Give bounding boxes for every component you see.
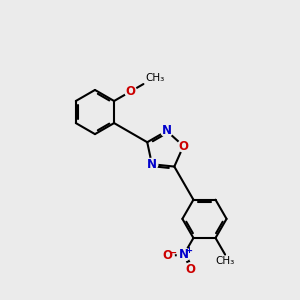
Text: N: N <box>179 248 189 261</box>
Text: O: O <box>163 250 173 262</box>
Text: +: + <box>185 246 192 255</box>
Text: O: O <box>126 85 136 98</box>
Text: CH₃: CH₃ <box>215 256 235 266</box>
Text: CH₃: CH₃ <box>145 73 164 82</box>
Text: O: O <box>186 263 196 276</box>
Circle shape <box>146 158 158 170</box>
Circle shape <box>184 263 197 276</box>
Text: −: − <box>169 248 177 258</box>
Text: N: N <box>162 124 172 137</box>
Circle shape <box>161 250 174 262</box>
Circle shape <box>178 140 189 152</box>
Text: O: O <box>178 140 188 152</box>
Text: N: N <box>147 158 157 171</box>
Circle shape <box>177 248 190 261</box>
Circle shape <box>125 85 136 97</box>
Circle shape <box>161 125 172 137</box>
